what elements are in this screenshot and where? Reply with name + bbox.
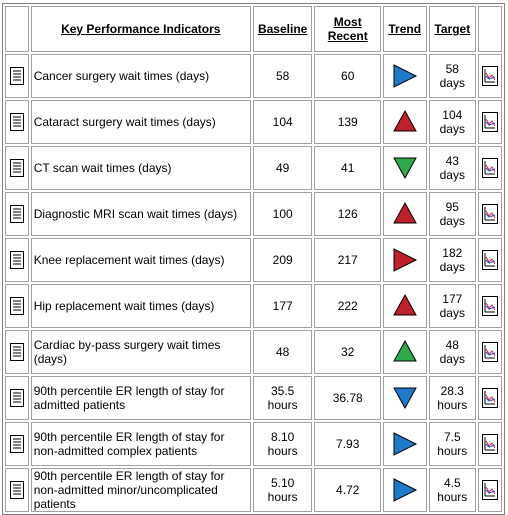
baseline-value: 58 bbox=[252, 54, 313, 98]
header-chart-col bbox=[478, 6, 502, 52]
chart-icon[interactable] bbox=[478, 376, 502, 420]
document-icon[interactable] bbox=[5, 330, 29, 374]
table-row: CT scan wait times (days) 49 41 43 days bbox=[5, 146, 502, 190]
indicator-label: CT scan wait times (days) bbox=[30, 146, 251, 190]
indicator-label: 90th percentile ER length of stay for ad… bbox=[30, 376, 251, 420]
indicator-label: Cancer surgery wait times (days) bbox=[30, 54, 251, 98]
header-most-recent[interactable]: Most Recent bbox=[314, 6, 381, 52]
most-recent-value: 4.72 bbox=[314, 468, 381, 512]
triangle-right-icon bbox=[382, 468, 427, 512]
chart-icon[interactable] bbox=[478, 468, 502, 512]
target-value: 7.5 hours bbox=[428, 422, 477, 466]
document-icon[interactable] bbox=[5, 146, 29, 190]
document-icon[interactable] bbox=[5, 238, 29, 282]
table-row: Diagnostic MRI scan wait times (days) 100… bbox=[5, 192, 502, 236]
triangle-right-icon bbox=[382, 54, 427, 98]
baseline-value: 104 bbox=[252, 100, 313, 144]
target-value: 4.5 hours bbox=[428, 468, 477, 512]
baseline-value: 49 bbox=[252, 146, 313, 190]
target-value: 104 days bbox=[428, 100, 477, 144]
triangle-up-icon bbox=[382, 284, 427, 328]
triangle-up-icon bbox=[382, 100, 427, 144]
document-icon[interactable] bbox=[5, 376, 29, 420]
table-row: 90th percentile ER length of stay for no… bbox=[5, 422, 502, 466]
triangle-down-icon bbox=[382, 146, 427, 190]
baseline-value: 48 bbox=[252, 330, 313, 374]
triangle-up-icon bbox=[382, 192, 427, 236]
header-row: Key Performance Indicators Baseline Most… bbox=[5, 6, 502, 52]
most-recent-value: 217 bbox=[314, 238, 381, 282]
target-value: 182 days bbox=[428, 238, 477, 282]
chart-icon[interactable] bbox=[478, 330, 502, 374]
indicator-label: Diagnostic MRI scan wait times (days) bbox=[30, 192, 251, 236]
baseline-value: 209 bbox=[252, 238, 313, 282]
target-value: 43 days bbox=[428, 146, 477, 190]
indicator-label: 90th percentile ER length of stay for no… bbox=[30, 422, 251, 466]
chart-icon[interactable] bbox=[478, 54, 502, 98]
triangle-up-icon bbox=[382, 330, 427, 374]
most-recent-value: 139 bbox=[314, 100, 381, 144]
chart-icon[interactable] bbox=[478, 422, 502, 466]
baseline-value: 177 bbox=[252, 284, 313, 328]
table-row: Cataract surgery wait times (days) 104 139… bbox=[5, 100, 502, 144]
header-target[interactable]: Target bbox=[428, 6, 477, 52]
triangle-down-icon bbox=[382, 376, 427, 420]
chart-icon[interactable] bbox=[478, 238, 502, 282]
most-recent-value: 222 bbox=[314, 284, 381, 328]
table-row: Cardiac by-pass surgery wait times (days… bbox=[5, 330, 502, 374]
table-row: Knee replacement wait times (days) 209 217… bbox=[5, 238, 502, 282]
target-value: 177 days bbox=[428, 284, 477, 328]
document-icon[interactable] bbox=[5, 100, 29, 144]
document-icon[interactable] bbox=[5, 284, 29, 328]
table-row: Cancer surgery wait times (days) 58 60 58 d… bbox=[5, 54, 502, 98]
baseline-value: 5.10 hours bbox=[252, 468, 313, 512]
table-row: Hip replacement wait times (days) 177 222 1… bbox=[5, 284, 502, 328]
kpi-body: Cancer surgery wait times (days) 58 60 58 d… bbox=[5, 54, 502, 512]
indicator-label: Cataract surgery wait times (days) bbox=[30, 100, 251, 144]
baseline-value: 35.5 hours bbox=[252, 376, 313, 420]
most-recent-value: 7.93 bbox=[314, 422, 381, 466]
document-icon[interactable] bbox=[5, 468, 29, 512]
document-icon[interactable] bbox=[5, 54, 29, 98]
most-recent-value: 36.78 bbox=[314, 376, 381, 420]
triangle-right-icon bbox=[382, 422, 427, 466]
document-icon[interactable] bbox=[5, 422, 29, 466]
chart-icon[interactable] bbox=[478, 100, 502, 144]
table-row: 90th percentile ER length of stay for no… bbox=[5, 468, 502, 512]
indicator-label: Cardiac by-pass surgery wait times (days… bbox=[30, 330, 251, 374]
triangle-right-icon bbox=[382, 238, 427, 282]
header-baseline[interactable]: Baseline bbox=[252, 6, 313, 52]
baseline-value: 8.10 hours bbox=[252, 422, 313, 466]
table-row: 90th percentile ER length of stay for ad… bbox=[5, 376, 502, 420]
target-value: 95 days bbox=[428, 192, 477, 236]
indicator-label: 90th percentile ER length of stay for no… bbox=[30, 468, 251, 512]
header-indicator[interactable]: Key Performance Indicators bbox=[30, 6, 251, 52]
chart-icon[interactable] bbox=[478, 192, 502, 236]
kpi-table: Key Performance Indicators Baseline Most… bbox=[2, 3, 505, 515]
baseline-value: 100 bbox=[252, 192, 313, 236]
document-icon[interactable] bbox=[5, 192, 29, 236]
most-recent-value: 41 bbox=[314, 146, 381, 190]
target-value: 58 days bbox=[428, 54, 477, 98]
header-doc-col bbox=[5, 6, 29, 52]
target-value: 28.3 hours bbox=[428, 376, 477, 420]
indicator-label: Knee replacement wait times (days) bbox=[30, 238, 251, 282]
target-value: 48 days bbox=[428, 330, 477, 374]
indicator-label: Hip replacement wait times (days) bbox=[30, 284, 251, 328]
most-recent-value: 32 bbox=[314, 330, 381, 374]
most-recent-value: 60 bbox=[314, 54, 381, 98]
chart-icon[interactable] bbox=[478, 146, 502, 190]
chart-icon[interactable] bbox=[478, 284, 502, 328]
most-recent-value: 126 bbox=[314, 192, 381, 236]
header-trend[interactable]: Trend bbox=[382, 6, 427, 52]
